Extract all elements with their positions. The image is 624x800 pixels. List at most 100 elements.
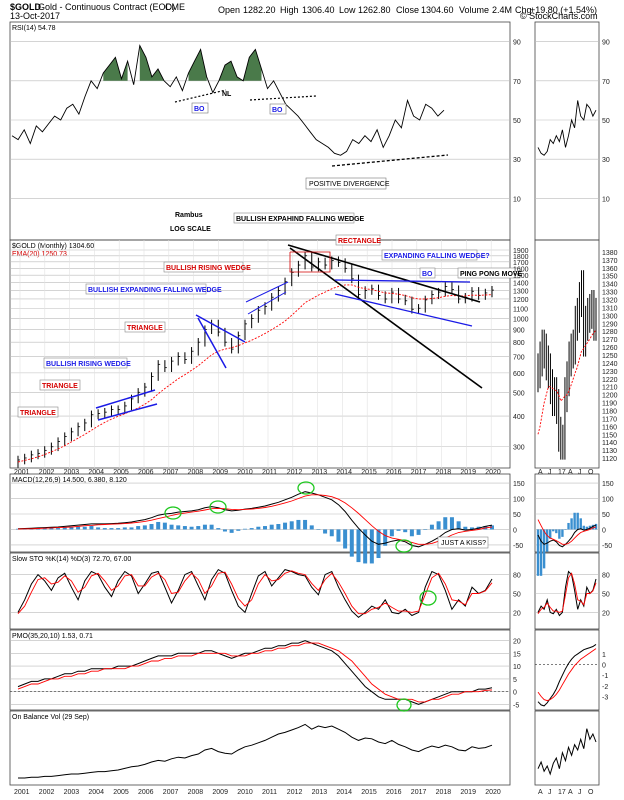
macd-histogram-bar <box>309 525 314 530</box>
wedge-line-1b <box>97 403 158 421</box>
rising-wedge-b <box>247 291 287 315</box>
low-label: Low <box>339 5 356 15</box>
macd-right-tick-label: 50 <box>602 512 610 519</box>
chart-watermark: © StockCharts.com <box>520 11 598 21</box>
rising-wedge-a <box>245 281 289 303</box>
macd-right-line <box>537 524 597 548</box>
macd-histogram-bar <box>89 526 94 530</box>
price-tick-label: 1900 <box>513 248 529 255</box>
sto-right-tick-label: 20 <box>602 610 610 617</box>
rsi-positive-divergence-label: POSITIVE DIVERGENCE <box>309 181 390 188</box>
x-label-top: 2008 <box>188 469 204 476</box>
x-label-bottom: 2018 <box>436 789 452 796</box>
efw-question-box <box>381 249 478 261</box>
price-right-tick-label: 1130 <box>602 448 617 455</box>
macd-histogram-bar <box>76 526 81 530</box>
macd-histogram-bar <box>443 517 448 530</box>
macd-right-histogram-bar <box>561 529 564 537</box>
macd-histogram-bar <box>49 528 54 530</box>
x-label-bottom: 2014 <box>336 789 352 796</box>
macd-green-circle <box>209 500 227 514</box>
obv-line <box>18 723 493 779</box>
x-label-bottom: 2001 <box>14 789 30 796</box>
ping-pong-label: PING PONG MOVE <box>460 271 523 278</box>
volume-label: Volume <box>459 5 489 15</box>
macd-right-histogram-bar <box>591 524 595 530</box>
triangle-2-box <box>39 379 81 391</box>
macd-histogram-bar <box>156 521 161 530</box>
macd-line <box>17 491 493 548</box>
x-label-bottom: 2006 <box>138 789 154 796</box>
macd-right-histogram-bar <box>549 529 552 539</box>
macd-histogram-bar <box>456 521 461 530</box>
right-x-label-bottom: J <box>548 789 552 796</box>
triangle-3-label: TRIANGLE <box>127 325 163 332</box>
price-tick-label: 1400 <box>513 281 529 288</box>
rsi-bo-box-1 <box>191 102 209 114</box>
macd-histogram-bar <box>16 528 20 530</box>
macd-right-tick-label: 100 <box>602 497 614 504</box>
x-label-bottom: 2005 <box>113 789 129 796</box>
price-right-tick-label: 1200 <box>602 393 618 400</box>
sto-right-tick-label: 80 <box>602 573 610 580</box>
rsi-nl-label: NL <box>222 91 232 98</box>
macd-right-histogram-bar <box>539 529 543 576</box>
x-label-top: 2004 <box>88 469 104 476</box>
price-right-tick-label: 1270 <box>602 337 618 344</box>
macd-tick-label: 50 <box>513 512 521 519</box>
x-label-top: 2019 <box>460 469 476 476</box>
rsi-divergence-line <box>331 154 449 167</box>
price-right-tick-label: 1350 <box>602 274 618 281</box>
pmo-tick-label: -5 <box>513 702 519 709</box>
price-right-tick-label: 1150 <box>602 432 617 439</box>
pmo-right-panel-frame <box>534 629 600 711</box>
sto-right-d-line <box>537 572 597 614</box>
obv-right-panel-frame <box>534 710 600 786</box>
macd-histogram-bar <box>429 524 434 530</box>
macd-histogram-bar <box>323 529 328 534</box>
pmo-right-tick-label: -3 <box>602 694 608 701</box>
macd-right-histogram-bar <box>555 529 558 534</box>
x-label-top: 2018 <box>436 469 452 476</box>
rsi-overbought-fill <box>218 49 262 81</box>
macd-histogram-bar <box>182 526 187 530</box>
pmo-tick-label: 15 <box>513 651 521 658</box>
x-label-top: 2003 <box>64 469 80 476</box>
macd-histogram-bar <box>356 529 361 563</box>
pmo-tick-label: 5 <box>513 677 517 684</box>
macd-tick-label: -50 <box>513 543 523 550</box>
right-x-label-bottom: 17 <box>558 789 566 796</box>
macd-histogram-bar <box>283 522 288 530</box>
wedge-line-1a <box>95 389 156 409</box>
ping-pong-box <box>457 267 521 279</box>
x-label-bottom: 2019 <box>460 789 476 796</box>
price-tick-label: 1800 <box>513 254 529 261</box>
rsi-tick-label: 10 <box>513 196 521 203</box>
macd-right-histogram-bar <box>542 529 546 569</box>
macd-histogram-bar <box>449 517 454 530</box>
rsi-neckline-2 <box>249 95 317 101</box>
macd-right-histogram-bar <box>552 529 555 532</box>
price-tick-label: 1200 <box>513 297 529 304</box>
macd-histogram-bar <box>102 528 107 530</box>
x-label-bottom: 2015 <box>361 789 377 796</box>
sto-d-line <box>17 570 493 615</box>
rsi-panel-frame <box>9 21 511 241</box>
wedge-black-top <box>287 244 481 303</box>
macd-histogram-bar <box>202 524 207 530</box>
sto-right-panel-frame <box>534 552 600 630</box>
x-label-top: 2009 <box>212 469 228 476</box>
chart-date: 13-Oct-2017 <box>10 11 60 21</box>
right-x-label-bottom: A <box>538 789 543 796</box>
price-tick-label: 900 <box>513 328 525 335</box>
right-x-label-top: J <box>578 469 582 476</box>
macd-histogram-bar <box>363 529 368 564</box>
x-label-top: 2014 <box>336 469 352 476</box>
macd-histogram-bar <box>142 525 147 530</box>
pmo-legend: PMO(35,20,10) 1.53, 0.71 <box>12 633 93 640</box>
price-right-tick-label: 1180 <box>602 408 617 415</box>
macd-histogram-bar <box>96 527 101 530</box>
price-right-tick-label: 1310 <box>602 305 618 312</box>
ema-line <box>17 284 493 463</box>
